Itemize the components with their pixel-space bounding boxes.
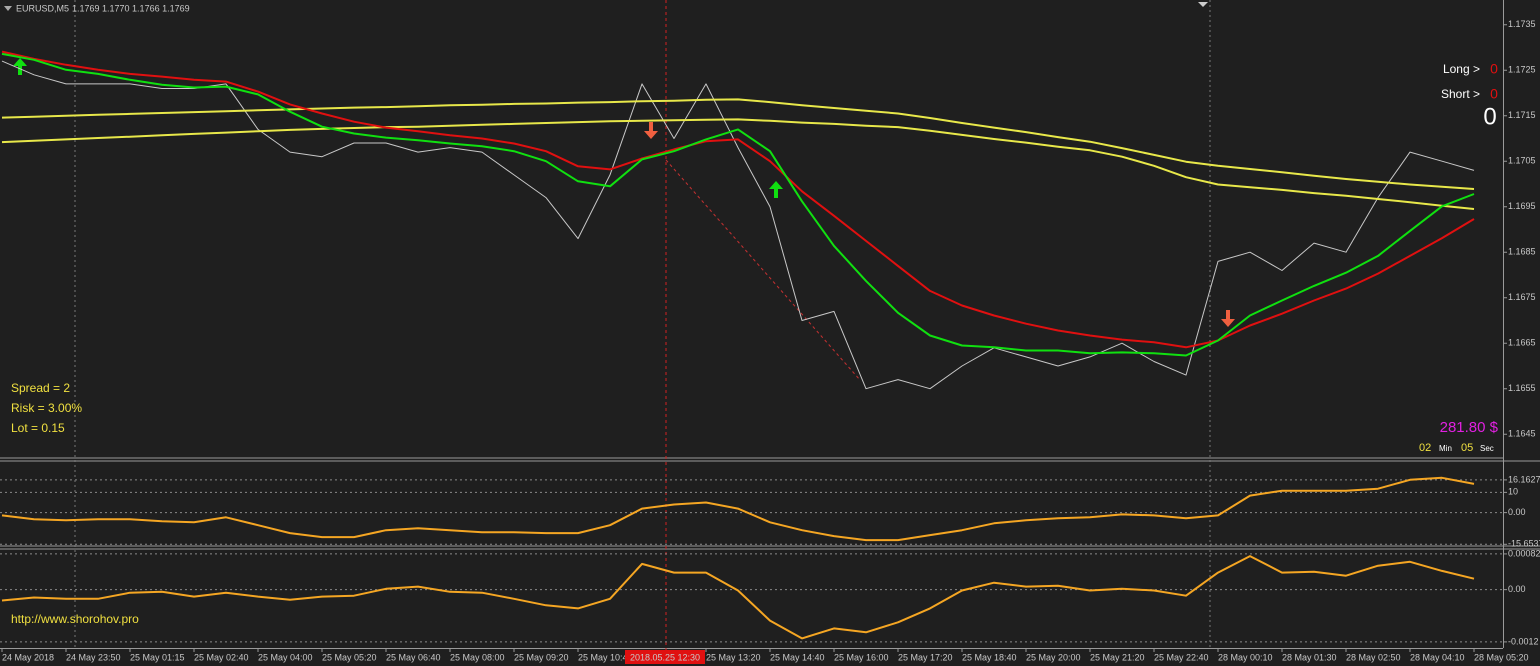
x-tick-label: 28 May 02:50: [1346, 652, 1401, 662]
x-tick-label: 28 May 04:10: [1410, 652, 1465, 662]
short-value: 0: [1490, 86, 1498, 102]
series-line: [1, 118, 1475, 210]
series-line: [1, 555, 1475, 640]
y-tick-label: 0.00: [1508, 507, 1526, 517]
x-tick-label: 28 May 01:30: [1282, 652, 1337, 662]
y-tick-label: 1.1695: [1508, 201, 1536, 211]
y-tick-label: 1.1665: [1508, 338, 1536, 348]
x-tick-label: 25 May 06:40: [386, 652, 441, 662]
y-tick-label: 1.1705: [1508, 156, 1536, 166]
lot: Lot = 0.15: [11, 421, 65, 435]
x-tick-label: 24 May 23:50: [66, 652, 121, 662]
x-tick-label: 25 May 22:40: [1154, 652, 1209, 662]
x-tick-label: 25 May 02:40: [194, 652, 249, 662]
y-tick-label: 1.1675: [1508, 292, 1536, 302]
y-tick-label: 0.00: [1508, 584, 1526, 594]
y-tick-label: 10: [1508, 487, 1518, 497]
long-label: Long >: [1443, 62, 1480, 76]
url: http://www.shorohov.pro: [11, 612, 139, 626]
x-tick-label: 25 May 14:40: [770, 652, 825, 662]
buy-arrow: [13, 58, 27, 75]
crosshair-time: 2018.05.25 12:30: [630, 652, 700, 662]
series-line: [1, 476, 1475, 542]
quote: 1.1769 1.1770 1.1766 1.1769: [72, 3, 190, 13]
x-tick-label: 25 May 01:15: [130, 652, 185, 662]
spread: Spread = 2: [11, 381, 70, 395]
series-line: [1, 52, 1475, 357]
x-tick-label: 25 May 17:20: [898, 652, 953, 662]
x-tick-label: 25 May 18:40: [962, 652, 1017, 662]
timer-seconds: 05: [1461, 442, 1473, 454]
timer-seconds-label: Sec: [1480, 444, 1494, 453]
crosshair-time-box: [625, 650, 705, 664]
y-tick-label: 0.00082: [1508, 548, 1540, 558]
x-tick-label: 25 May 21:20: [1090, 652, 1145, 662]
short-label: Short >: [1441, 87, 1480, 101]
buy-arrow: [769, 181, 783, 198]
signal-count: 0: [1483, 103, 1496, 130]
y-tick-label: 1.1685: [1508, 247, 1536, 257]
trend-line: [665, 159, 861, 381]
y-tick-label: 16.1627: [1508, 474, 1540, 484]
x-tick-label: 25 May 16:00: [834, 652, 889, 662]
x-tick-label: 25 May 04:00: [258, 652, 313, 662]
signal-arrows: [13, 58, 1235, 327]
menu-arrow: [4, 6, 12, 11]
x-tick-label: 25 May 13:20: [706, 652, 761, 662]
risk: Risk = 3.00%: [11, 401, 82, 415]
series-line: [1, 60, 1475, 390]
series-line: [1, 50, 1475, 349]
shift-marker: [1198, 2, 1208, 7]
sell-arrow: [644, 122, 658, 139]
y-tick-label: -15.6537: [1508, 539, 1540, 549]
x-tick-label: 28 May 05:20: [1474, 652, 1529, 662]
y-tick-label: 1.1715: [1508, 110, 1536, 120]
long-value: 0: [1490, 61, 1498, 77]
timer-minutes-label: Min: [1439, 444, 1452, 453]
timer-minutes: 02: [1419, 442, 1431, 454]
y-tick-label: 1.1645: [1508, 429, 1536, 439]
x-tick-label: 25 May 08:00: [450, 652, 505, 662]
y-tick-label: -0.0012: [1508, 636, 1539, 646]
x-tick-label: 25 May 20:00: [1026, 652, 1081, 662]
plots: 1.1645 1.1655 1.1665 1.1675 1.1685 1.1695 1.17…: [0, 19, 1540, 662]
series-line: [1, 98, 1475, 190]
x-tick-label: 25 May 09:20: [514, 652, 569, 662]
sell-arrow: [1221, 310, 1235, 327]
y-tick-label: 1.1725: [1508, 65, 1536, 75]
x-tick-label: 24 May 2018: [2, 652, 54, 662]
x-tick-label: 25 May 10:40: [578, 652, 633, 662]
y-tick-label: 1.1655: [1508, 383, 1536, 393]
symbol: EURUSD,M5: [16, 3, 69, 13]
x-tick-label: 25 May 05:20: [322, 652, 377, 662]
y-tick-label: 1.1735: [1508, 19, 1536, 29]
profit: 281.80 $: [1440, 419, 1499, 436]
x-tick-label: 28 May 00:10: [1218, 652, 1273, 662]
